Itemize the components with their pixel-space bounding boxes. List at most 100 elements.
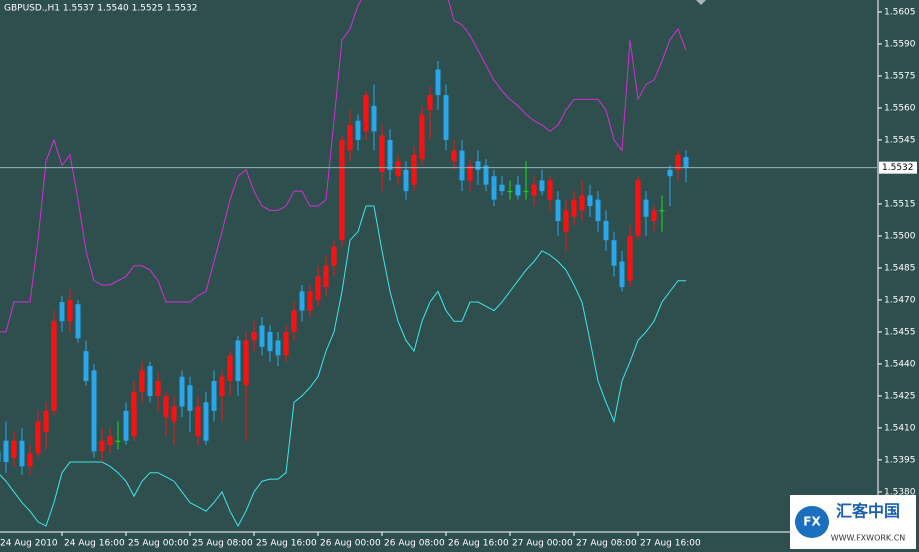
candle-body bbox=[51, 321, 57, 411]
candle-body bbox=[251, 331, 257, 341]
candle-body bbox=[395, 161, 401, 177]
candle-body bbox=[523, 191, 529, 193]
price-label-box bbox=[879, 161, 917, 174]
candle-body bbox=[27, 453, 33, 467]
candle-body bbox=[203, 402, 209, 441]
candle-body bbox=[643, 199, 649, 217]
x-tick-label: 24 Aug 2010 bbox=[0, 539, 58, 549]
candle-body bbox=[331, 246, 337, 266]
y-tick-label: 1.5515 bbox=[884, 199, 916, 209]
candle-body bbox=[179, 376, 185, 407]
candle-body bbox=[59, 302, 65, 322]
candle-body bbox=[403, 169, 409, 192]
candle-body bbox=[147, 366, 153, 396]
candle-body bbox=[187, 385, 193, 411]
shift-marker bbox=[696, 0, 706, 5]
x-tick-label: 27 Aug 00:00 bbox=[512, 539, 573, 549]
candle-body bbox=[355, 120, 361, 140]
candle-body bbox=[323, 265, 329, 288]
y-tick-label: 1.5590 bbox=[884, 39, 916, 49]
candle-body bbox=[483, 165, 489, 185]
candle-body bbox=[67, 299, 73, 322]
y-tick-label: 1.5500 bbox=[884, 231, 916, 241]
candle-body bbox=[515, 184, 521, 196]
y-tick-label: 1.5395 bbox=[884, 455, 916, 465]
candle-body bbox=[307, 291, 313, 311]
candle-body bbox=[539, 180, 545, 192]
y-tick-label: 1.5485 bbox=[884, 263, 916, 273]
candle-body bbox=[75, 304, 81, 339]
candle-body bbox=[171, 406, 177, 422]
candle-body bbox=[99, 440, 105, 452]
candle-body bbox=[603, 220, 609, 241]
candle-body bbox=[115, 440, 121, 442]
watermark-logo bbox=[795, 506, 829, 538]
candle-body bbox=[219, 376, 225, 396]
x-tick-label: 25 Aug 16:00 bbox=[256, 539, 317, 549]
candle-body bbox=[211, 380, 217, 411]
indicator-line bbox=[0, 0, 687, 333]
candle-body bbox=[531, 184, 537, 196]
candle-body bbox=[451, 150, 457, 162]
candle-body bbox=[259, 325, 265, 347]
candle-body bbox=[627, 235, 633, 281]
candle-body bbox=[475, 161, 481, 170]
watermark: FX 汇客中国 WWW.FXWORK.CN bbox=[790, 495, 916, 549]
candle-body bbox=[651, 210, 657, 221]
y-tick-label: 1.5470 bbox=[884, 295, 916, 305]
y-tick-label: 1.5410 bbox=[884, 423, 916, 433]
candle-body bbox=[3, 440, 9, 463]
candle-body bbox=[275, 340, 281, 356]
candle-body bbox=[459, 150, 465, 181]
candle-body bbox=[683, 156, 689, 168]
candle-body bbox=[315, 276, 321, 300]
candle-body bbox=[611, 240, 617, 266]
x-tick-label: 26 Aug 16:00 bbox=[448, 539, 509, 549]
x-tick-label: 27 Aug 08:00 bbox=[576, 539, 637, 549]
y-tick-label: 1.5380 bbox=[884, 487, 916, 497]
candle-body bbox=[107, 436, 113, 445]
candle-body bbox=[155, 380, 161, 396]
candle-body bbox=[555, 199, 561, 221]
candle-body bbox=[243, 340, 249, 386]
x-tick-label: 25 Aug 08:00 bbox=[192, 539, 253, 549]
candle-body bbox=[595, 199, 601, 221]
candle-body bbox=[379, 135, 385, 172]
candle-body bbox=[195, 406, 201, 437]
candle-body bbox=[267, 331, 273, 352]
candle-body bbox=[35, 421, 41, 454]
x-tick-label: 24 Aug 16:00 bbox=[64, 539, 125, 549]
y-tick-label: 1.5440 bbox=[884, 359, 916, 369]
candle-body bbox=[587, 195, 593, 207]
candle-body bbox=[443, 95, 449, 140]
candle-body bbox=[0, 451, 1, 463]
y-tick-label: 1.5455 bbox=[884, 327, 916, 337]
candle-body bbox=[299, 291, 305, 311]
y-tick-label: 1.5545 bbox=[884, 135, 916, 145]
y-tick-label: 1.5425 bbox=[884, 391, 916, 401]
candle-body bbox=[11, 440, 17, 458]
candle-body bbox=[123, 410, 129, 441]
candle-body bbox=[387, 139, 393, 170]
candle-body bbox=[235, 340, 241, 381]
candle-body bbox=[339, 139, 345, 241]
candle-body bbox=[139, 370, 145, 392]
candle-body bbox=[659, 210, 665, 212]
candle-body bbox=[427, 95, 433, 111]
watermark-badge: FX bbox=[803, 515, 821, 529]
candle-body bbox=[563, 210, 569, 232]
candle-body bbox=[579, 195, 585, 211]
candle-body bbox=[491, 176, 497, 200]
price-label: 1.5532 bbox=[882, 163, 914, 173]
plot-area bbox=[0, 0, 689, 528]
candle-body bbox=[83, 351, 89, 381]
candle-body bbox=[283, 331, 289, 356]
candle-body bbox=[371, 105, 377, 132]
x-tick-label: 26 Aug 08:00 bbox=[384, 539, 445, 549]
candle-body bbox=[635, 180, 641, 236]
candle-body bbox=[571, 199, 577, 217]
candle-body bbox=[131, 391, 137, 437]
